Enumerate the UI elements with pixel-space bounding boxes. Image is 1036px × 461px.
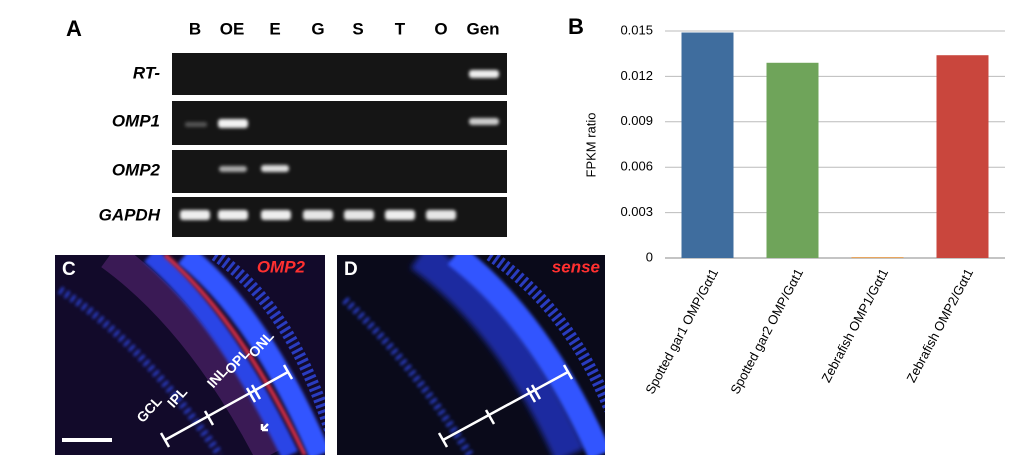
gel: [172, 53, 507, 237]
band: [218, 119, 248, 128]
x-tick-label: Spotted gar1 OMP/Gαt1: [642, 266, 721, 396]
row-label: RT-: [133, 63, 160, 82]
band: [469, 118, 499, 125]
bar: [851, 257, 904, 259]
row-label: OMP2: [112, 160, 161, 179]
lane-label: OE: [220, 19, 245, 38]
band: [261, 165, 289, 172]
band: [219, 166, 247, 172]
band: [344, 210, 374, 220]
panel-label: D: [344, 259, 358, 280]
bands: [180, 70, 499, 220]
bar: [936, 55, 989, 258]
bar-chart: B FPKM ratio 0 0.003 0.006 0.009 0.012 0.015 S…: [568, 14, 1005, 396]
band: [185, 122, 207, 127]
panel-d: D sense: [337, 255, 605, 455]
bar: [681, 32, 734, 258]
bar: [766, 62, 819, 258]
lane-label: G: [311, 19, 324, 38]
lane-label: T: [395, 19, 406, 38]
band: [180, 210, 210, 220]
y-tick-label: 0: [646, 249, 653, 264]
y-tick-label: 0.006: [620, 159, 653, 174]
y-axis-label: FPKM ratio: [583, 112, 598, 177]
y-tick-label: 0.012: [620, 68, 653, 83]
y-tick-label: 0.003: [620, 204, 653, 219]
x-tick-label: Zebrafish OMP2/Gαt1: [903, 266, 976, 385]
x-tick-label: Zebrafish OMP1/Gαt1: [818, 266, 891, 385]
lane-label: O: [434, 19, 447, 38]
panel-label: B: [568, 14, 584, 39]
band: [218, 210, 248, 220]
y-tick-label: 0.009: [620, 113, 653, 128]
stain-label: sense: [552, 257, 600, 276]
panel-label: C: [62, 259, 76, 280]
retina: [342, 255, 605, 455]
band: [303, 210, 333, 220]
y-tick-label: 0.015: [620, 22, 653, 37]
band: [261, 210, 291, 220]
band: [469, 70, 499, 78]
band: [426, 210, 456, 220]
lane-label: B: [189, 19, 201, 38]
panel-label: A: [66, 16, 82, 41]
lane-label: E: [269, 19, 280, 38]
row-label: OMP1: [112, 111, 160, 130]
scale-lines: [437, 364, 574, 448]
gel-row: [172, 53, 507, 95]
x-tick-label: Spotted gar2 OMP/Gαt1: [727, 266, 806, 396]
stain-label: OMP2: [257, 257, 306, 276]
band: [385, 210, 415, 220]
retina: [57, 255, 325, 455]
row-label: GAPDH: [99, 205, 161, 224]
lane-label: Gen: [466, 19, 499, 38]
scale-lines: [62, 364, 294, 448]
lane-label: S: [352, 19, 363, 38]
